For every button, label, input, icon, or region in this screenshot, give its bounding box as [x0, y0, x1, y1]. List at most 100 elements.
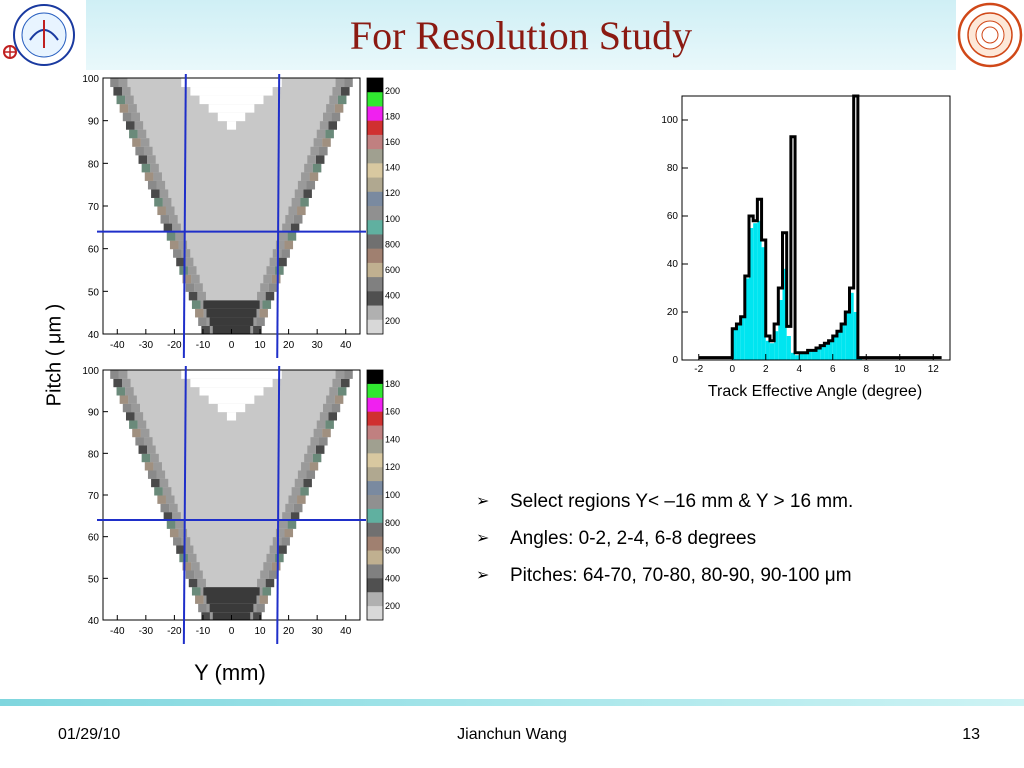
histogram-bar-fill — [778, 300, 783, 360]
color-scale-cell — [367, 564, 383, 579]
bullet-list: ➢ Select regions Y< –16 mm & Y > 16 mm. … — [476, 488, 996, 599]
color-scale-label: 180 — [385, 111, 400, 121]
histogram-bar-fill — [845, 312, 850, 360]
histogram-y-tick-label: 80 — [667, 163, 679, 174]
color-scale-label: 800 — [385, 239, 400, 249]
map-y-tick-label: 100 — [82, 366, 99, 377]
map-y-tick-label: 60 — [88, 533, 100, 544]
color-scale-cell — [367, 522, 383, 538]
histogram-bar-fill — [853, 312, 858, 360]
map-occupancy — [110, 78, 353, 335]
color-scale: 200 180 160 140 120 100 800 600 400 200 — [366, 77, 400, 335]
color-scale-label: 200 — [385, 86, 400, 96]
map-x-tick-label: -20 — [167, 626, 182, 637]
map-y-tick-label: 60 — [88, 245, 100, 256]
bullet-text: Pitches: 64-70, 70-80, 80-90, 90-100 μm — [510, 565, 852, 586]
footer-date: 01/29/10 — [58, 726, 121, 743]
title-bar: For Resolution Study — [86, 0, 956, 70]
histogram-x-tick-label: 12 — [928, 364, 940, 375]
histogram-bar-fill — [765, 340, 770, 360]
y-axis-label: Y (mm) — [194, 660, 266, 685]
color-scale-cell — [367, 453, 383, 468]
histogram-x-tick-label: 10 — [894, 364, 906, 375]
histogram-bar-fill — [749, 228, 754, 360]
histogram-bar-fill — [799, 352, 804, 360]
map-x-tick-label: -10 — [196, 340, 211, 351]
pitch-y-map-bottom: -40 -30 -20 -10 0 10 20 30 404050607080901001801… — [82, 365, 400, 644]
histogram-bar-fill — [774, 331, 779, 360]
color-scale-cell — [367, 220, 383, 235]
color-scale-label: 160 — [385, 407, 400, 417]
color-scale-cell — [367, 120, 383, 136]
color-scale-cell — [367, 439, 383, 454]
velo-logo — [3, 4, 75, 66]
histogram-bar-fill — [740, 316, 745, 360]
histogram-bar-fill — [832, 336, 837, 360]
histogram-x-tick-label: 6 — [830, 364, 836, 375]
bullet-item: ➢ Select regions Y< –16 mm & Y > 16 mm. — [476, 488, 996, 525]
map-y-tick-label: 40 — [88, 616, 100, 627]
bullet-text: Angles: 0-2, 2-4, 6-8 degrees — [510, 528, 757, 549]
histogram-bar-fill — [795, 355, 800, 360]
histogram-y-tick-label: 20 — [667, 307, 679, 318]
arrow-bullet-icon: ➢ — [476, 493, 490, 510]
map-y-tick-label: 80 — [88, 449, 100, 460]
map-y-tick-label: 50 — [88, 287, 100, 298]
angle-histogram: -2 0 2 4 6 8 10 12 0 20 40 60 80 100 — [661, 94, 951, 375]
histogram-bar-fill — [753, 223, 758, 360]
color-scale-label: 180 — [385, 379, 400, 389]
color-scale-label: 120 — [385, 188, 400, 198]
color-scale-label: 100 — [385, 214, 400, 224]
color-scale-cell — [367, 248, 383, 264]
histogram-bars — [732, 220, 863, 360]
map-y-tick-label: 40 — [88, 330, 100, 341]
university-seal — [957, 2, 1023, 68]
map-x-tick-label: -40 — [110, 340, 125, 351]
color-scale-cell — [367, 606, 383, 621]
histogram-bar-fill — [757, 220, 762, 360]
color-scale-cell — [367, 397, 383, 413]
color-scale-cell — [367, 134, 383, 150]
bullet-item: ➢ Angles: 0-2, 2-4, 6-8 degrees — [476, 525, 996, 562]
color-scale-cell — [367, 163, 383, 178]
color-scale-cell — [367, 291, 383, 306]
color-scale-label: 200 — [385, 316, 400, 326]
histogram-x-tick-label: 0 — [729, 364, 735, 375]
histogram-x-tick-label: 4 — [796, 364, 802, 375]
color-scale-cell — [367, 383, 383, 399]
histogram-bar-fill — [828, 340, 833, 360]
color-scale-frame — [366, 369, 384, 621]
histogram-bar-fill — [732, 328, 737, 360]
color-scale-frame — [366, 77, 384, 335]
histogram-y-tick-label: 40 — [667, 259, 679, 270]
histogram-frame — [681, 95, 951, 361]
pitch-axis-label: Pitch ( μm ) — [43, 303, 66, 407]
histogram-bar-fill — [807, 350, 812, 360]
map-x-tick-label: 0 — [229, 626, 235, 637]
cut-line-y-high — [276, 365, 281, 644]
footer-author: Jianchun Wang — [457, 726, 567, 743]
map-x-tick-label: -20 — [167, 340, 182, 351]
color-scale-cell — [367, 277, 383, 292]
map-y-tick-label: 70 — [88, 202, 100, 213]
histogram-bar-fill — [761, 247, 766, 360]
color-scale-cell — [367, 149, 383, 164]
color-scale-label: 160 — [385, 137, 400, 147]
color-scale-cell — [367, 191, 383, 207]
map-x-tick-label: -40 — [110, 626, 125, 637]
color-scale-label: 100 — [385, 490, 400, 500]
map-y-tick-label: 80 — [88, 159, 100, 170]
histogram-bar-fill — [849, 292, 854, 360]
map-y-tick-label: 50 — [88, 574, 100, 585]
color-scale-cell — [367, 262, 383, 278]
map-x-tick-label: -10 — [196, 626, 211, 637]
histogram-bar-fill — [786, 336, 791, 360]
map-y-tick-label: 100 — [82, 74, 99, 85]
histogram-bar-fill — [836, 331, 842, 360]
histogram-y-tick-label: 100 — [661, 115, 678, 126]
map-y-tick-label: 90 — [88, 408, 100, 419]
slide-title: For Resolution Study — [349, 13, 693, 58]
histogram-bar-fill — [824, 343, 829, 360]
color-scale-label: 800 — [385, 518, 400, 528]
color-scale-cell — [367, 411, 383, 426]
